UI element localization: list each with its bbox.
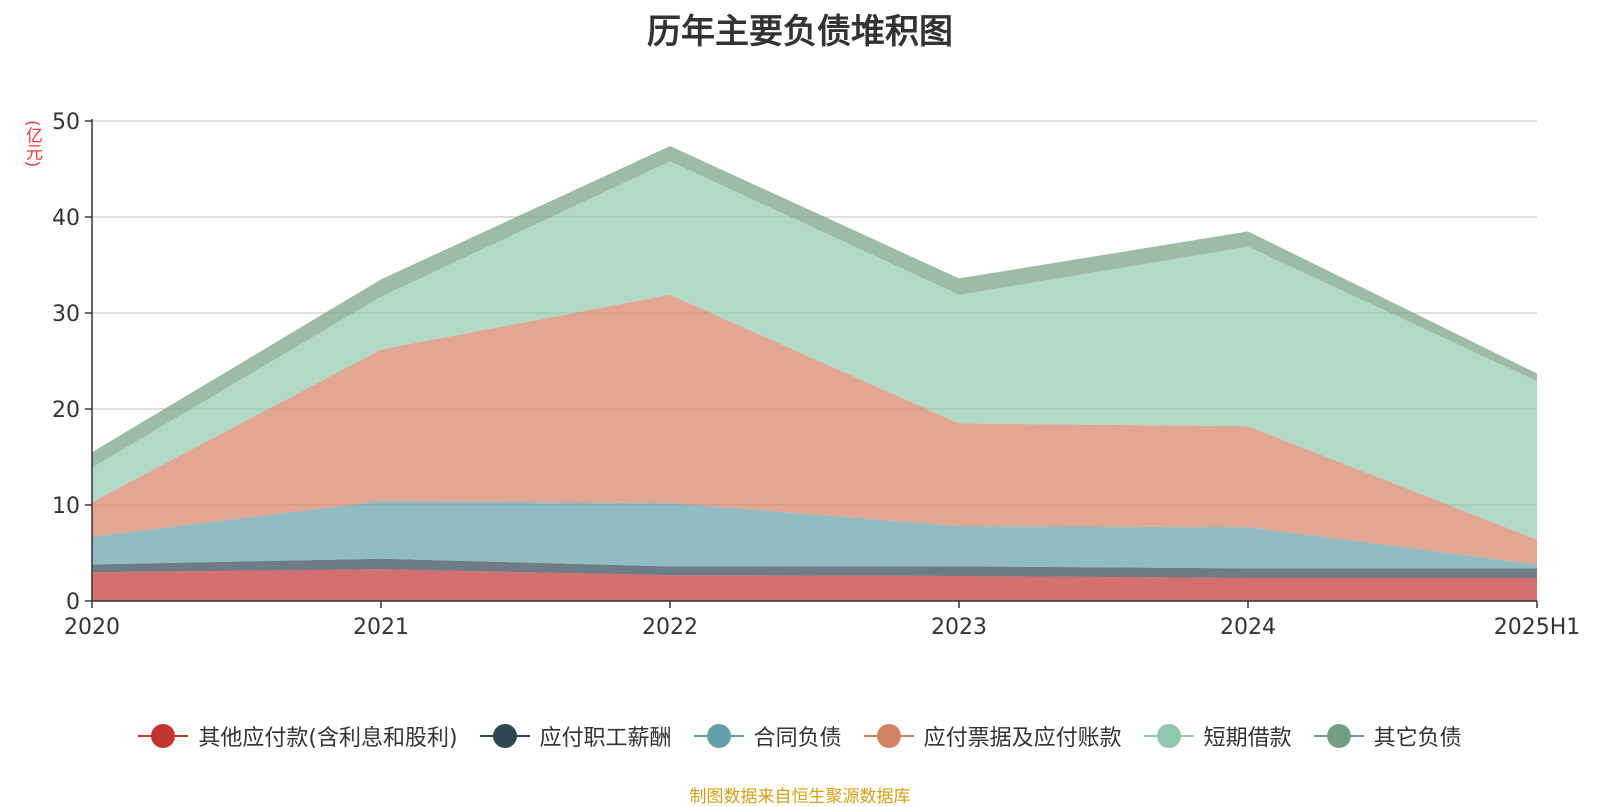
y-tick-label-0: 0: [66, 590, 80, 615]
x-tick-label-1: 2021: [353, 615, 409, 640]
legend: 其他应付款(含利息和股利) 应付职工薪酬 合同负债 应付票据及应付账款 短期借款 其它负债: [0, 720, 1600, 752]
area-series-1: [92, 558, 1537, 578]
legend-label: 应付职工薪酬: [539, 726, 672, 751]
legend-item-3[interactable]: 应付票据及应付账款: [863, 720, 1122, 752]
legend-item-1[interactable]: 应付职工薪酬: [479, 720, 672, 752]
x-tick-label-5: 2025H1: [1494, 615, 1581, 640]
legend-marker-icon: [1313, 724, 1364, 748]
legend-item-2[interactable]: 合同负债: [693, 720, 842, 752]
x-tick-label-3: 2023: [931, 615, 987, 640]
y-tick-label-3: 30: [52, 302, 80, 327]
y-tick-label-4: 40: [52, 206, 80, 231]
area-series-0: [92, 569, 1537, 601]
y-tick-label-5: 50: [52, 110, 80, 135]
legend-label: 合同负债: [753, 726, 842, 751]
legend-item-0[interactable]: 其他应付款(含利息和股利): [138, 720, 458, 752]
legend-label: 其它负债: [1373, 726, 1462, 751]
plot-area: 0 10 20 30 40 50 2020 2021 2022 2023 2024 2025H1: [52, 110, 1581, 640]
x-tick-label-2: 2022: [642, 615, 698, 640]
legend-label: 其他应付款(含利息和股利): [198, 726, 458, 751]
y-tick-label-1: 10: [52, 494, 80, 519]
legend-marker-icon: [863, 724, 914, 748]
chart-title: 历年主要负债堆积图: [647, 12, 953, 52]
legend-marker-icon: [138, 724, 189, 748]
legend-label: 应付票据及应付账款: [923, 726, 1122, 751]
legend-marker-icon: [693, 724, 744, 748]
legend-marker-icon: [479, 724, 530, 748]
legend-label: 短期借款: [1203, 726, 1292, 751]
x-tick-label-4: 2024: [1220, 615, 1276, 640]
source-note: 制图数据来自恒生聚源数据库: [689, 787, 911, 807]
legend-item-4[interactable]: 短期借款: [1143, 720, 1292, 752]
legend-marker-icon: [1143, 724, 1194, 748]
y-axis-unit-label: (亿元): [22, 120, 42, 168]
x-tick-label-0: 2020: [64, 615, 120, 640]
area-series-2: [92, 501, 1537, 569]
y-tick-label-2: 20: [52, 398, 80, 423]
area-series-4: [92, 161, 1537, 540]
legend-item-5[interactable]: 其它负债: [1313, 720, 1462, 752]
area-series-3: [92, 294, 1537, 565]
